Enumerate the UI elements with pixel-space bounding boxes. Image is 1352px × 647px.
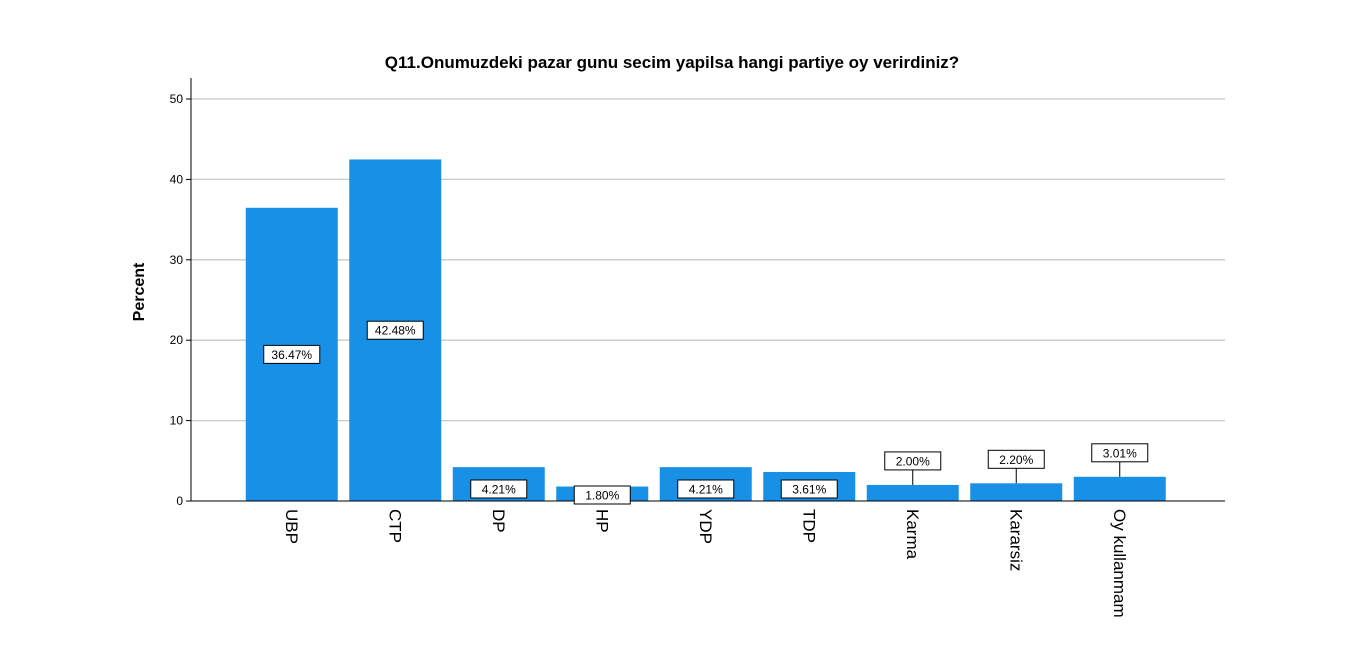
data-label-box (677, 479, 735, 499)
x-tick-label: Karma (903, 509, 922, 560)
bar-karma (866, 484, 959, 501)
data-label-box (366, 320, 424, 340)
y-axis-label: Percent (131, 262, 148, 321)
data-label: 3.61% (780, 479, 838, 499)
data-label-text: 3.61% (792, 483, 826, 497)
data-label-text: 1.80% (585, 489, 619, 503)
data-label: 2.00% (884, 451, 942, 485)
x-tick-label: Oy kullanmam (1110, 509, 1129, 618)
gridlines (191, 98, 1225, 422)
y-tick-label: 20 (170, 333, 184, 347)
data-label-text: 3.01% (1103, 446, 1137, 460)
data-label: 42.48% (366, 320, 424, 340)
y-axis-ticks: 0 10 20 30 40 50 (170, 92, 191, 508)
x-tick-label: UBP (282, 509, 301, 544)
x-axis-ticks: UBP CTP DP HP YDP TDP Karma Kararsiz Oy kullanma… (282, 509, 1129, 618)
x-tick-label: TDP (799, 509, 818, 543)
data-label: 1.80% (573, 485, 631, 505)
data-label: 4.21% (470, 479, 528, 499)
axes (190, 78, 1225, 502)
y-tick-label: 40 (170, 172, 184, 186)
y-tick-label: 0 (176, 494, 183, 508)
data-label-box (780, 479, 838, 499)
x-tick-label: HP (592, 509, 611, 533)
data-label: 3.01% (1091, 443, 1149, 477)
data-label: 36.47% (263, 344, 321, 364)
data-label-text: 2.20% (999, 453, 1033, 467)
bar-kararsiz (970, 483, 1063, 501)
data-labels: 36.47% 42.48% 4.21% 1.80% 4.21% 3.61% 2.00% 2.2… (263, 320, 1149, 505)
y-tick-label: 10 (170, 414, 184, 428)
bar-oy-kullanmam (1073, 476, 1166, 501)
y-tick-label: 30 (170, 253, 184, 267)
data-label: 2.20% (987, 449, 1045, 484)
x-tick-label: CTP (385, 509, 404, 543)
x-tick-label: Kararsiz (1006, 509, 1025, 571)
x-tick-label: YDP (696, 509, 715, 544)
data-label-text: 4.21% (482, 483, 516, 497)
data-label-box (1091, 443, 1149, 463)
data-label-text: 2.00% (896, 454, 930, 468)
data-label-box (987, 449, 1045, 469)
chart-title: Q11.Onumuzdeki pazar gunu secim yapilsa … (385, 53, 959, 72)
data-label-text: 36.47% (271, 348, 312, 362)
data-label-box (263, 344, 321, 364)
y-tick-label: 50 (170, 92, 184, 106)
data-label-text: 42.48% (375, 324, 416, 338)
data-label: 4.21% (677, 479, 735, 499)
x-tick-label: DP (489, 509, 508, 533)
data-label-box (470, 479, 528, 499)
data-label-box (573, 485, 631, 505)
data-label-text: 4.21% (689, 483, 723, 497)
data-label-box (884, 451, 942, 471)
